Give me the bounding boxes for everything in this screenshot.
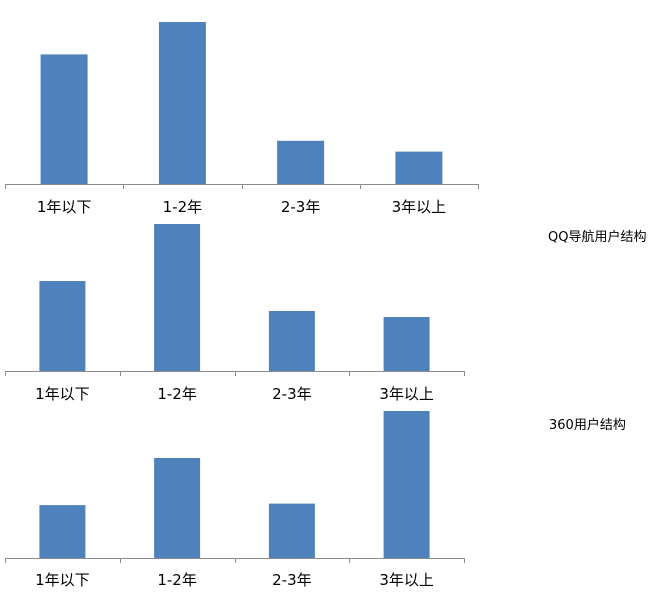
chart-1-bar-4: [395, 151, 443, 184]
qq-chart-category-label-2: 1-2年: [157, 385, 197, 403]
360-chart: 1年以下 1-2年 2-3年 3年以上: [5, 411, 465, 589]
chart-1-category-label-3: 2-3年: [281, 198, 321, 216]
chart-1-category-label-1: 1年以下: [37, 198, 92, 216]
qq-chart-bar-3: [268, 311, 315, 371]
qq-chart-category-label-4: 3年以上: [379, 385, 434, 403]
360-chart-category-label-2: 1-2年: [157, 571, 197, 589]
qq-chart-bar-2: [154, 224, 201, 371]
360-chart-title: 360用户结构: [549, 418, 626, 433]
chart-1: 1年以下 1-2年 2-3年 3年以上: [5, 22, 479, 216]
360-chart-bar-3: [268, 503, 315, 558]
chart-1-bar-3: [277, 140, 325, 184]
360-chart-category-label-4: 3年以上: [379, 571, 434, 589]
chart-1-bar-2: [158, 22, 206, 184]
qq-chart-title: QQ导航用户结构: [548, 230, 647, 245]
360-chart-category-label-1: 1年以下: [35, 571, 90, 589]
chart-1-bar-1: [40, 54, 88, 185]
qq-chart-bar-4: [383, 317, 430, 371]
qq-chart: 1年以下 1-2年 2-3年 3年以上: [5, 224, 465, 403]
qq-chart-bar-1: [39, 281, 86, 371]
qq-chart-category-label-3: 2-3年: [272, 385, 312, 403]
360-chart-bar-1: [39, 505, 86, 558]
chart-1-category-label-4: 3年以上: [392, 198, 447, 216]
chart-1-category-label-2: 1-2年: [163, 198, 203, 216]
360-chart-category-label-3: 2-3年: [272, 571, 312, 589]
360-chart-bar-4: [383, 411, 430, 558]
360-chart-bar-2: [154, 458, 201, 558]
qq-chart-category-label-1: 1年以下: [35, 385, 90, 403]
